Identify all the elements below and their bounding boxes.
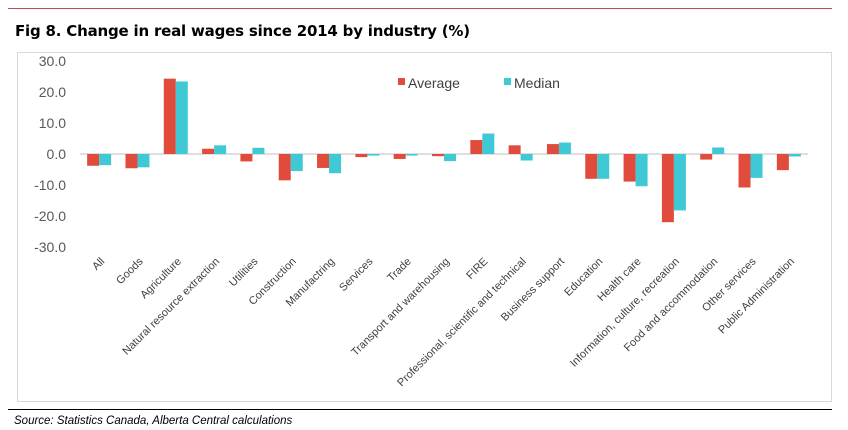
bar-median — [367, 154, 380, 156]
category-label: Public Administration — [716, 256, 797, 337]
y-tick-label: 10.0 — [39, 115, 66, 131]
y-tick-label: -20.0 — [34, 208, 66, 224]
bar-average — [393, 154, 406, 159]
bar-median — [137, 154, 150, 168]
bar-median — [597, 154, 610, 179]
y-tick-label: -30.0 — [34, 239, 66, 255]
bar-median — [635, 154, 648, 187]
category-label: Utilities — [227, 255, 261, 289]
bar-average — [240, 154, 253, 162]
bar-median — [482, 133, 495, 154]
bar-median — [712, 147, 725, 154]
legend: Average Median — [398, 75, 560, 91]
bar-average — [470, 140, 483, 154]
y-tick-label: 0.0 — [47, 146, 67, 162]
bar-average — [508, 145, 521, 154]
category-label: Trade — [385, 256, 414, 285]
legend-label-average: Average — [408, 75, 460, 91]
legend-swatch-median — [504, 78, 511, 85]
bar-average — [661, 154, 674, 223]
bar-average — [125, 154, 138, 169]
bottom-rule — [8, 409, 832, 410]
bar-median — [673, 154, 686, 211]
legend-label-median: Median — [514, 75, 560, 91]
category-label: All — [90, 256, 107, 273]
figure-title: Fig 8. Change in real wages since 2014 b… — [15, 22, 470, 40]
bar-median — [444, 154, 456, 162]
source-note: Source: Statistics Canada, Alberta Centr… — [14, 415, 293, 427]
bar-average — [432, 154, 444, 157]
category-label: Goods — [114, 255, 146, 287]
legend-swatch-average — [398, 78, 405, 85]
bar-median — [750, 154, 763, 178]
bar-median — [214, 145, 227, 154]
category-label: FIRE — [464, 256, 490, 282]
bar-median — [329, 154, 342, 174]
bar-average — [163, 78, 176, 154]
bar-average — [623, 154, 636, 182]
top-accent-rule — [8, 8, 832, 9]
y-tick-label: -10.0 — [34, 177, 66, 193]
bar-average — [355, 154, 368, 158]
bar-average — [546, 144, 559, 154]
bar-median — [290, 154, 303, 172]
bar-median — [175, 81, 188, 154]
bars — [87, 78, 801, 223]
y-axis-ticks: 30.0 20.0 10.0 0.0 -10.0 -20.0 -30.0 — [34, 53, 66, 255]
bar-average — [585, 154, 598, 179]
bar-average — [738, 154, 751, 188]
bar-average — [700, 154, 713, 160]
chart-frame — [17, 52, 832, 402]
bar-average — [87, 154, 100, 166]
bar-median — [99, 154, 112, 166]
bar-median — [788, 154, 801, 157]
bar-average — [278, 154, 291, 181]
bar-average — [776, 154, 789, 171]
bar-median — [405, 154, 418, 156]
bar-median — [252, 147, 265, 154]
bar-median — [558, 142, 571, 154]
bar-average — [317, 154, 330, 168]
category-label: Services — [337, 255, 376, 294]
bar-median — [520, 154, 533, 161]
y-tick-label: 20.0 — [39, 84, 66, 100]
y-tick-label: 30.0 — [39, 53, 66, 69]
bar-average — [202, 148, 215, 154]
